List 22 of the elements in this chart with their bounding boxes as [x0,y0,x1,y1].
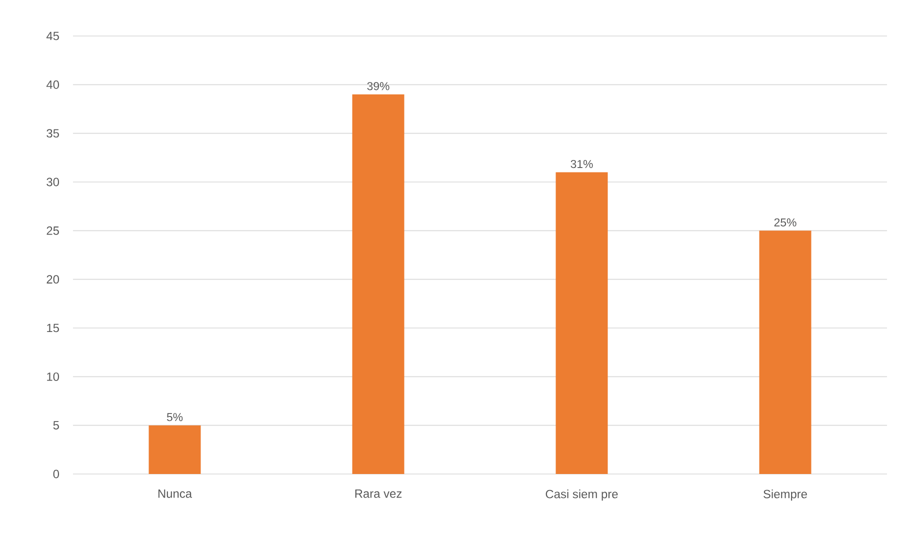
x-tick-label: Casi siem pre [546,490,618,501]
bar [556,172,608,474]
x-tick-label: Rara vez [355,490,402,498]
data-label: 5% [166,413,183,422]
data-label: 25% [774,218,796,226]
y-tick-label: 40 [46,80,60,89]
bar [759,230,812,474]
x-tick-label: Nunca [158,490,192,498]
y-tick-label: 15 [47,324,59,332]
y-tick-label: 5 [53,421,59,430]
x-tick-label: Siempre [764,490,807,501]
y-tick-label: 10 [47,372,60,381]
y-tick-label: 30 [46,178,60,186]
y-tick-label: 45 [46,32,59,40]
y-tick-label: 35 [46,129,59,138]
bar [352,94,404,474]
y-tick-label: 25 [46,226,59,235]
data-label: 39% [367,82,390,90]
y-tick-label: 20 [46,275,60,284]
data-label: 31% [570,160,593,168]
bar [148,425,201,474]
y-tick-label: 0 [53,470,60,478]
